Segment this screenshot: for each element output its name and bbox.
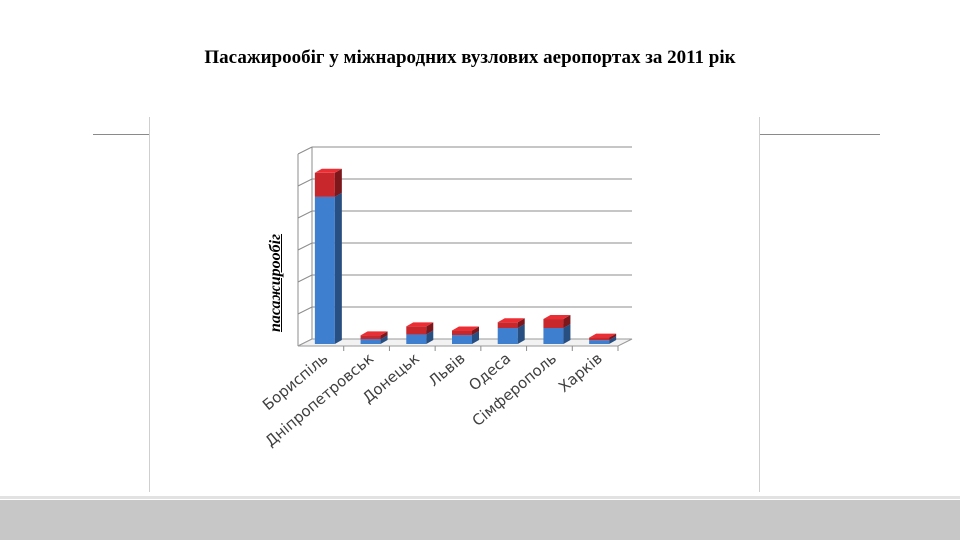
bar-segment-series-2 (589, 337, 610, 341)
gridline-side (297, 146, 313, 155)
bar-segment-series-1 (452, 335, 472, 344)
divider-right (758, 134, 880, 135)
bar-segment-series-1 (406, 334, 427, 344)
bar-segment-series-2 (497, 322, 518, 328)
chart-title: Пасажирообіг у міжнародних вузлових аеро… (204, 47, 736, 68)
gridline-side (297, 178, 313, 187)
gridline-side (297, 210, 313, 219)
bar-segment-series-2-top (589, 333, 617, 338)
bar-segment-series-1-side (563, 324, 571, 344)
bar-segment-series-2-top (543, 315, 571, 320)
gridline-side (297, 242, 313, 251)
bar-segment-series-1 (314, 196, 335, 344)
x-tick-label: Харків (555, 349, 606, 396)
bar-segment-series-2-top (360, 331, 388, 336)
gridline-side (297, 306, 313, 315)
bar-segment-series-1-side (609, 336, 617, 344)
divider-left (93, 134, 149, 135)
gridline-side (297, 274, 313, 283)
bar-segment-series-2-top (497, 318, 525, 323)
bar-segment-series-2 (360, 335, 381, 340)
bar-segment-series-1-side (380, 335, 388, 344)
bar-segment-series-1-side (472, 331, 479, 344)
bar-segment-series-2-side (472, 326, 479, 336)
bar-segment-series-2 (452, 330, 472, 336)
bar-segment-series-1-side (426, 330, 434, 344)
bar-segment-series-1 (543, 328, 564, 344)
bar-segment-series-2-top (452, 326, 479, 331)
bar-segment-series-2 (543, 319, 564, 328)
bar-segment-series-2-top (406, 322, 434, 327)
bar-segment-series-1 (497, 328, 518, 344)
bar-segment-series-1 (589, 340, 610, 344)
x-tick-label: Львів (425, 349, 469, 390)
bar-segment-series-1-side (334, 192, 342, 344)
footer-bar (0, 500, 960, 540)
bar-segment-series-2-side (334, 168, 342, 197)
bar-segment-series-2 (314, 172, 335, 197)
bar-segment-series-2-top (314, 168, 342, 173)
bar-segment-series-2-side (563, 315, 571, 328)
bar-segment-series-2-side (380, 331, 388, 340)
bar-segment-series-2 (406, 326, 427, 335)
bar-segment-series-2-side (609, 333, 617, 341)
footer-divider (0, 496, 960, 499)
bar-segment-series-1 (360, 339, 381, 344)
bar-segment-series-2-side (517, 318, 525, 328)
bar-segment-series-1-side (517, 324, 525, 344)
